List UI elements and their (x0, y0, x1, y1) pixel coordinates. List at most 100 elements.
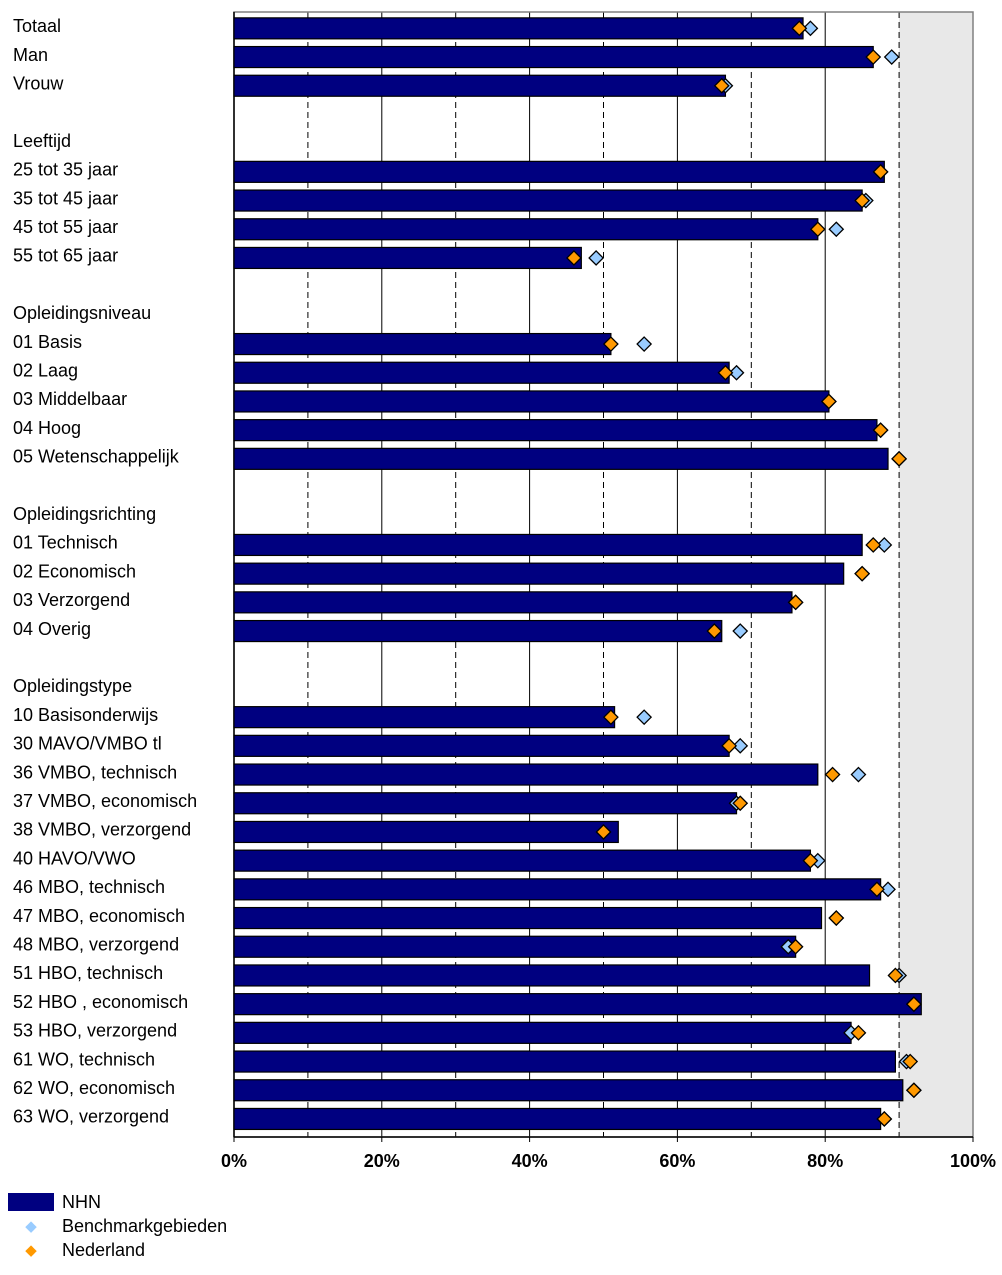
bar-nhn (233, 964, 871, 987)
legend-label-benchmark: Benchmarkgebieden (62, 1215, 228, 1236)
category-label: 53 HBO, verzorgend (13, 1021, 177, 1041)
category-label: 62 WO, economisch (13, 1078, 175, 1098)
marker-nederland (887, 967, 904, 984)
category-label: 36 VMBO, technisch (13, 762, 177, 782)
marker-nederland (802, 852, 819, 869)
legend-swatch-nhn (8, 1193, 54, 1211)
marker-nederland (602, 709, 619, 726)
category-label: 04 Overig (13, 619, 91, 639)
marker-nederland (602, 336, 619, 352)
category-label: 47 MBO, economisch (13, 906, 185, 926)
category-label: 01 Technisch (13, 533, 118, 553)
marker-nederland (891, 450, 908, 467)
category-label: 38 VMBO, verzorgend (13, 820, 191, 840)
legend-item-benchmark: ◆ Benchmarkgebieden (8, 1214, 227, 1238)
bar-nhn (233, 447, 889, 470)
marker-nederland (850, 1024, 867, 1041)
bar-nhn (233, 820, 619, 844)
category-label: 46 MBO, technisch (13, 877, 165, 897)
marker-nederland (824, 766, 841, 783)
category-label: Totaal (13, 16, 61, 36)
category-label: 03 Middelbaar (13, 389, 127, 409)
category-label: 55 tot 65 jaar (13, 246, 118, 266)
category-label: 37 VMBO, economisch (13, 791, 197, 811)
marker-benchmark (732, 623, 749, 639)
marker-nederland (791, 20, 808, 37)
marker-nederland (713, 77, 730, 94)
marker-nederland (828, 910, 845, 926)
bar-nhn (233, 1107, 882, 1131)
legend-item-nhn: NHN (8, 1190, 227, 1214)
bar-nhn (233, 74, 727, 97)
x-tick-label: 40% (512, 1151, 548, 1171)
legend-diamond-nederland-icon: ◆ (25, 1242, 37, 1259)
marker-benchmark (883, 49, 900, 65)
marker-nederland (865, 49, 882, 65)
bar-nhn (233, 849, 812, 872)
marker-nederland (902, 1053, 919, 1070)
bar-nhn (233, 189, 863, 212)
group-heading: Leeftijd (13, 131, 71, 151)
bar-nhn (233, 246, 582, 270)
marker-nederland (566, 250, 582, 266)
bar-nhn (233, 1021, 852, 1044)
bar-nhn (233, 993, 922, 1016)
x-tick-label: 80% (807, 1151, 843, 1171)
marker-benchmark (880, 881, 896, 898)
legend-label-nederland: Nederland (62, 1239, 146, 1260)
bar-nhn (233, 878, 882, 901)
marker-nederland (732, 795, 749, 812)
bar-nhn (233, 390, 830, 413)
legend-diamond-benchmark-icon: ◆ (25, 1218, 37, 1235)
marker-nederland (717, 364, 734, 381)
category-label: Man (13, 45, 48, 65)
bar-nhn (233, 935, 797, 958)
marker-nederland (869, 881, 885, 898)
marker-benchmark (636, 336, 653, 352)
category-label: 51 HBO, technisch (13, 963, 163, 983)
bar-nhn (233, 419, 878, 442)
marker-benchmark (728, 364, 745, 381)
bars (233, 17, 922, 1131)
bar-nhn (233, 160, 885, 183)
bar-nhn (233, 332, 612, 356)
marker-nederland (872, 163, 889, 180)
marker-nederland (876, 1111, 893, 1127)
bar-nhn (233, 1050, 897, 1073)
marker-nederland (872, 422, 889, 439)
marker-benchmark (636, 709, 653, 726)
bar-nhn (233, 45, 874, 69)
marker-benchmark (850, 766, 867, 783)
plot-band-90-100 (899, 12, 973, 1137)
legend: NHN ◆ Benchmarkgebieden ◆ Nederland (8, 1190, 227, 1262)
bar-nhn (233, 591, 793, 614)
category-label: 05 Wetenschappelijk (13, 447, 180, 467)
markers (566, 20, 922, 1127)
bar-nhn (233, 1079, 904, 1102)
category-label: 02 Laag (13, 361, 78, 381)
category-label: 40 HAVO/VWO (13, 848, 136, 868)
marker-nederland (721, 737, 738, 754)
category-label: 10 Basisonderwijs (13, 705, 158, 725)
bar-nhn (233, 734, 730, 757)
bar-nhn (233, 533, 863, 557)
bar-nhn (233, 361, 730, 384)
marker-nederland (854, 192, 871, 209)
marker-nederland (706, 623, 723, 639)
x-tick-label: 20% (364, 1151, 400, 1171)
legend-label-nhn: NHN (62, 1191, 101, 1212)
category-label: 30 MAVO/VMBO tl (13, 734, 162, 754)
group-heading: Opleidingstype (13, 676, 132, 696)
category-label: 03 Verzorgend (13, 590, 130, 610)
marker-benchmark (828, 221, 845, 238)
category-label: Vrouw (13, 74, 64, 94)
category-label: 63 WO, verzorgend (13, 1107, 169, 1127)
category-label: 45 tot 55 jaar (13, 217, 118, 237)
group-heading: Opleidingsrichting (13, 504, 156, 524)
marker-nederland (595, 824, 612, 840)
marker-nederland (854, 565, 871, 582)
marker-benchmark (732, 737, 749, 754)
x-tick-label: 60% (659, 1151, 695, 1171)
category-labels: Totaal Man Vrouw Leeftijd 25 tot 35 jaar 35 t… (13, 16, 197, 1127)
marker-nederland (787, 594, 804, 611)
